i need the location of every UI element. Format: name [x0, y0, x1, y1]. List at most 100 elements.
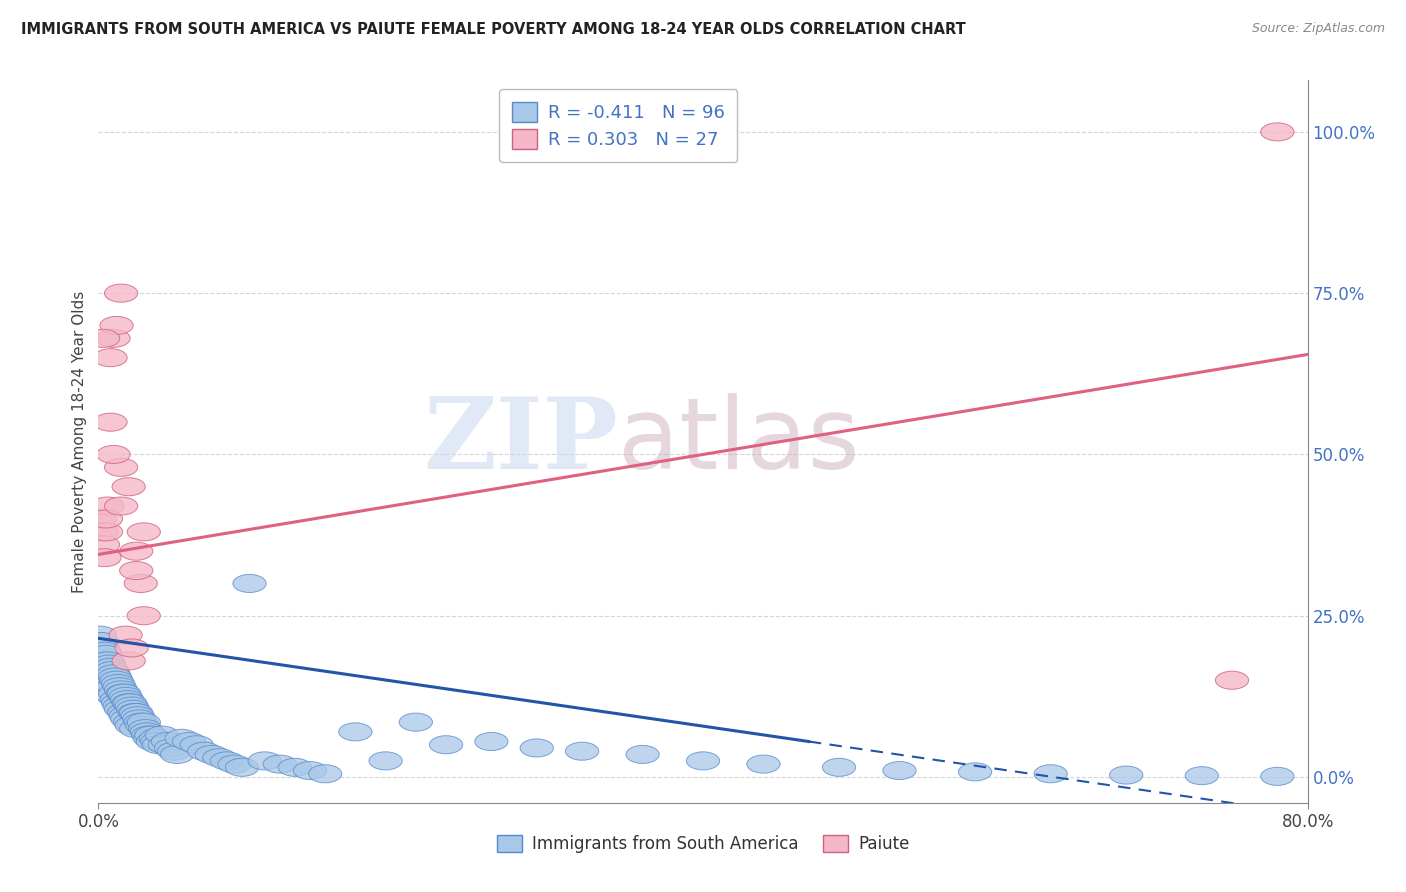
Ellipse shape: [883, 762, 917, 780]
Text: ZIP: ZIP: [423, 393, 619, 490]
Ellipse shape: [90, 523, 122, 541]
Ellipse shape: [90, 658, 122, 676]
Ellipse shape: [165, 730, 198, 747]
Ellipse shape: [94, 674, 127, 692]
Ellipse shape: [96, 662, 129, 680]
Ellipse shape: [1185, 767, 1219, 785]
Ellipse shape: [98, 668, 132, 686]
Legend: Immigrants from South America, Paiute: Immigrants from South America, Paiute: [489, 828, 917, 860]
Ellipse shape: [157, 742, 191, 760]
Ellipse shape: [120, 704, 153, 722]
Ellipse shape: [520, 739, 554, 757]
Ellipse shape: [173, 732, 205, 750]
Ellipse shape: [1261, 767, 1294, 785]
Text: Source: ZipAtlas.com: Source: ZipAtlas.com: [1251, 22, 1385, 36]
Ellipse shape: [115, 639, 148, 657]
Ellipse shape: [125, 716, 159, 734]
Ellipse shape: [747, 755, 780, 773]
Ellipse shape: [104, 681, 138, 699]
Ellipse shape: [97, 329, 131, 347]
Ellipse shape: [120, 562, 153, 580]
Ellipse shape: [117, 700, 150, 718]
Ellipse shape: [107, 704, 141, 722]
Ellipse shape: [103, 697, 136, 715]
Ellipse shape: [131, 723, 163, 741]
Text: IMMIGRANTS FROM SOUTH AMERICA VS PAIUTE FEMALE POVERTY AMONG 18-24 YEAR OLDS COR: IMMIGRANTS FROM SOUTH AMERICA VS PAIUTE …: [21, 22, 966, 37]
Ellipse shape: [101, 694, 135, 712]
Ellipse shape: [1033, 764, 1067, 783]
Ellipse shape: [141, 732, 174, 750]
Ellipse shape: [115, 697, 148, 715]
Ellipse shape: [135, 726, 167, 744]
Ellipse shape: [104, 700, 138, 718]
Ellipse shape: [155, 739, 187, 757]
Ellipse shape: [145, 726, 179, 744]
Ellipse shape: [84, 632, 118, 650]
Ellipse shape: [127, 607, 160, 624]
Ellipse shape: [114, 713, 146, 731]
Ellipse shape: [399, 713, 433, 731]
Ellipse shape: [93, 668, 125, 686]
Ellipse shape: [1261, 123, 1294, 141]
Text: atlas: atlas: [619, 393, 860, 490]
Ellipse shape: [195, 746, 228, 764]
Ellipse shape: [308, 764, 342, 783]
Ellipse shape: [112, 652, 145, 670]
Ellipse shape: [112, 694, 145, 712]
Ellipse shape: [278, 758, 312, 776]
Ellipse shape: [136, 732, 170, 750]
Ellipse shape: [97, 445, 131, 464]
Ellipse shape: [84, 523, 118, 541]
Ellipse shape: [124, 713, 157, 731]
Ellipse shape: [294, 762, 326, 780]
Ellipse shape: [86, 639, 120, 657]
Ellipse shape: [104, 497, 138, 515]
Ellipse shape: [368, 752, 402, 770]
Ellipse shape: [218, 755, 252, 773]
Ellipse shape: [97, 688, 131, 706]
Ellipse shape: [94, 658, 127, 676]
Ellipse shape: [120, 542, 153, 560]
Ellipse shape: [103, 678, 136, 696]
Y-axis label: Female Poverty Among 18-24 Year Olds: Female Poverty Among 18-24 Year Olds: [72, 291, 87, 592]
Ellipse shape: [83, 626, 117, 644]
Ellipse shape: [104, 285, 138, 302]
Ellipse shape: [139, 730, 173, 747]
Ellipse shape: [122, 710, 156, 728]
Ellipse shape: [142, 736, 176, 754]
Ellipse shape: [1215, 671, 1249, 690]
Ellipse shape: [97, 678, 131, 696]
Ellipse shape: [127, 713, 160, 731]
Ellipse shape: [87, 652, 121, 670]
Ellipse shape: [90, 510, 122, 528]
Ellipse shape: [247, 752, 281, 770]
Ellipse shape: [148, 736, 181, 754]
Ellipse shape: [100, 671, 134, 690]
Ellipse shape: [152, 732, 184, 750]
Ellipse shape: [91, 497, 124, 515]
Ellipse shape: [104, 458, 138, 476]
Ellipse shape: [98, 684, 132, 702]
Ellipse shape: [87, 642, 121, 660]
Ellipse shape: [86, 536, 120, 554]
Ellipse shape: [91, 662, 124, 680]
Ellipse shape: [100, 317, 134, 334]
Ellipse shape: [626, 746, 659, 764]
Ellipse shape: [959, 763, 991, 780]
Ellipse shape: [112, 478, 145, 496]
Ellipse shape: [107, 684, 141, 702]
Ellipse shape: [118, 704, 152, 722]
Ellipse shape: [121, 706, 155, 724]
Ellipse shape: [86, 329, 120, 347]
Ellipse shape: [233, 574, 266, 592]
Ellipse shape: [94, 413, 127, 431]
Ellipse shape: [94, 349, 127, 367]
Ellipse shape: [263, 755, 297, 773]
Ellipse shape: [101, 674, 135, 692]
Ellipse shape: [180, 736, 214, 754]
Ellipse shape: [429, 736, 463, 754]
Ellipse shape: [96, 681, 129, 699]
Ellipse shape: [120, 720, 153, 738]
Ellipse shape: [686, 752, 720, 770]
Ellipse shape: [127, 523, 160, 541]
